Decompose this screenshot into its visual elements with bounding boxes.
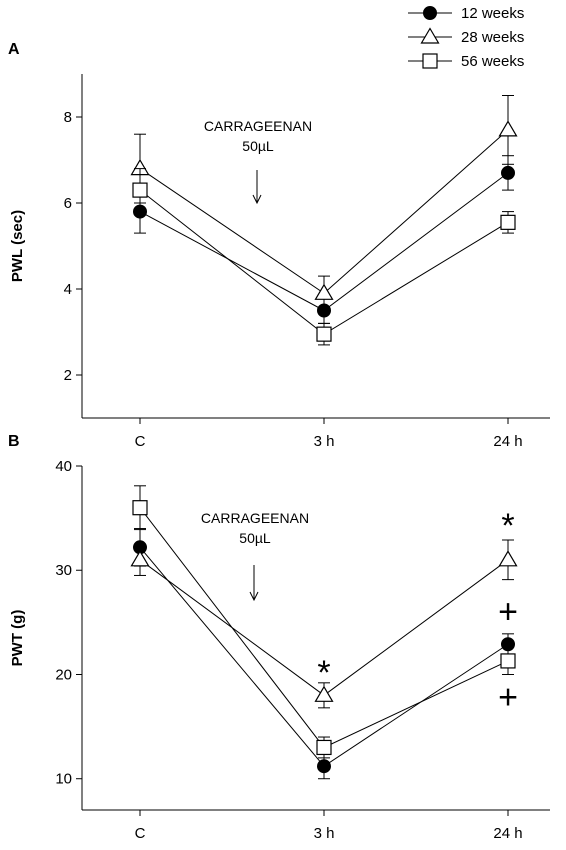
legend-label: 28 weeks	[461, 29, 524, 46]
data-point	[132, 500, 148, 516]
legend-label: 56 weeks	[461, 53, 524, 70]
y-axis-label: PWL (sec)	[9, 210, 26, 282]
data-point	[130, 550, 150, 567]
data-point	[314, 283, 334, 300]
significance-asterisk: *	[501, 507, 514, 545]
series-line	[139, 129, 509, 294]
data-point	[500, 214, 516, 230]
annotation-dose: 50µL	[239, 530, 271, 546]
data-point	[501, 165, 515, 180]
data-point	[500, 653, 516, 669]
panel-b: B 10 20 30 40 C 3 h 24 h PWT (g) CARRAGEENAN 50µL *…	[8, 433, 550, 842]
panel-letter: A	[8, 41, 20, 58]
series-28-weeks	[130, 95, 518, 311]
data-point	[316, 326, 332, 342]
significance-asterisk: *	[317, 654, 330, 692]
y-axis-label: PWT (g)	[9, 610, 26, 667]
x-tick-label: 3 h	[314, 825, 335, 842]
data-point	[132, 182, 148, 198]
legend-marker-circle-filled	[423, 6, 437, 20]
series-28-weeks	[130, 539, 518, 709]
y-tick-label: 8	[64, 109, 72, 126]
y-tick-label: 40	[55, 458, 72, 475]
significance-plus: +	[498, 678, 518, 716]
annotation-title: CARRAGEENAN	[204, 118, 312, 134]
data-point	[498, 550, 518, 567]
series-56-weeks	[132, 168, 516, 346]
significance-plus: +	[498, 593, 518, 631]
y-tick-label: 2	[64, 367, 72, 384]
data-point	[498, 120, 518, 137]
data-point	[317, 759, 331, 774]
y-tick-label: 4	[64, 281, 72, 298]
series-56-weeks	[132, 485, 516, 759]
annotation-title: CARRAGEENAN	[201, 510, 309, 526]
panel-letter: B	[8, 433, 20, 450]
arrow-head	[252, 194, 262, 205]
legend-marker-square-open	[422, 53, 438, 69]
legend-marker-triangle-open	[420, 27, 440, 44]
legend: 12 weeks 28 weeks 56 weeks	[408, 5, 524, 70]
y-tick-label: 10	[55, 771, 72, 788]
x-tick-label: C	[135, 825, 146, 842]
y-tick-label: 6	[64, 195, 72, 212]
x-tick-label: 24 h	[493, 433, 522, 450]
data-point	[314, 685, 334, 702]
x-tick-label: 3 h	[314, 433, 335, 450]
annotation-dose: 50µL	[242, 138, 274, 154]
legend-label: 12 weeks	[461, 5, 524, 22]
y-tick-label: 30	[55, 562, 72, 579]
x-tick-label: 24 h	[493, 825, 522, 842]
y-tick-label: 20	[55, 666, 72, 683]
series-line	[139, 507, 509, 749]
arrow-head	[249, 591, 259, 602]
panel-a: A 2 4 6 8 C 3 h 24 h PWL (sec) CARRAGEENAN 50µL	[8, 41, 550, 450]
x-tick-label: C	[135, 433, 146, 450]
data-point	[316, 739, 332, 756]
down-arrow-icon	[249, 565, 259, 602]
down-arrow-icon	[252, 170, 262, 205]
